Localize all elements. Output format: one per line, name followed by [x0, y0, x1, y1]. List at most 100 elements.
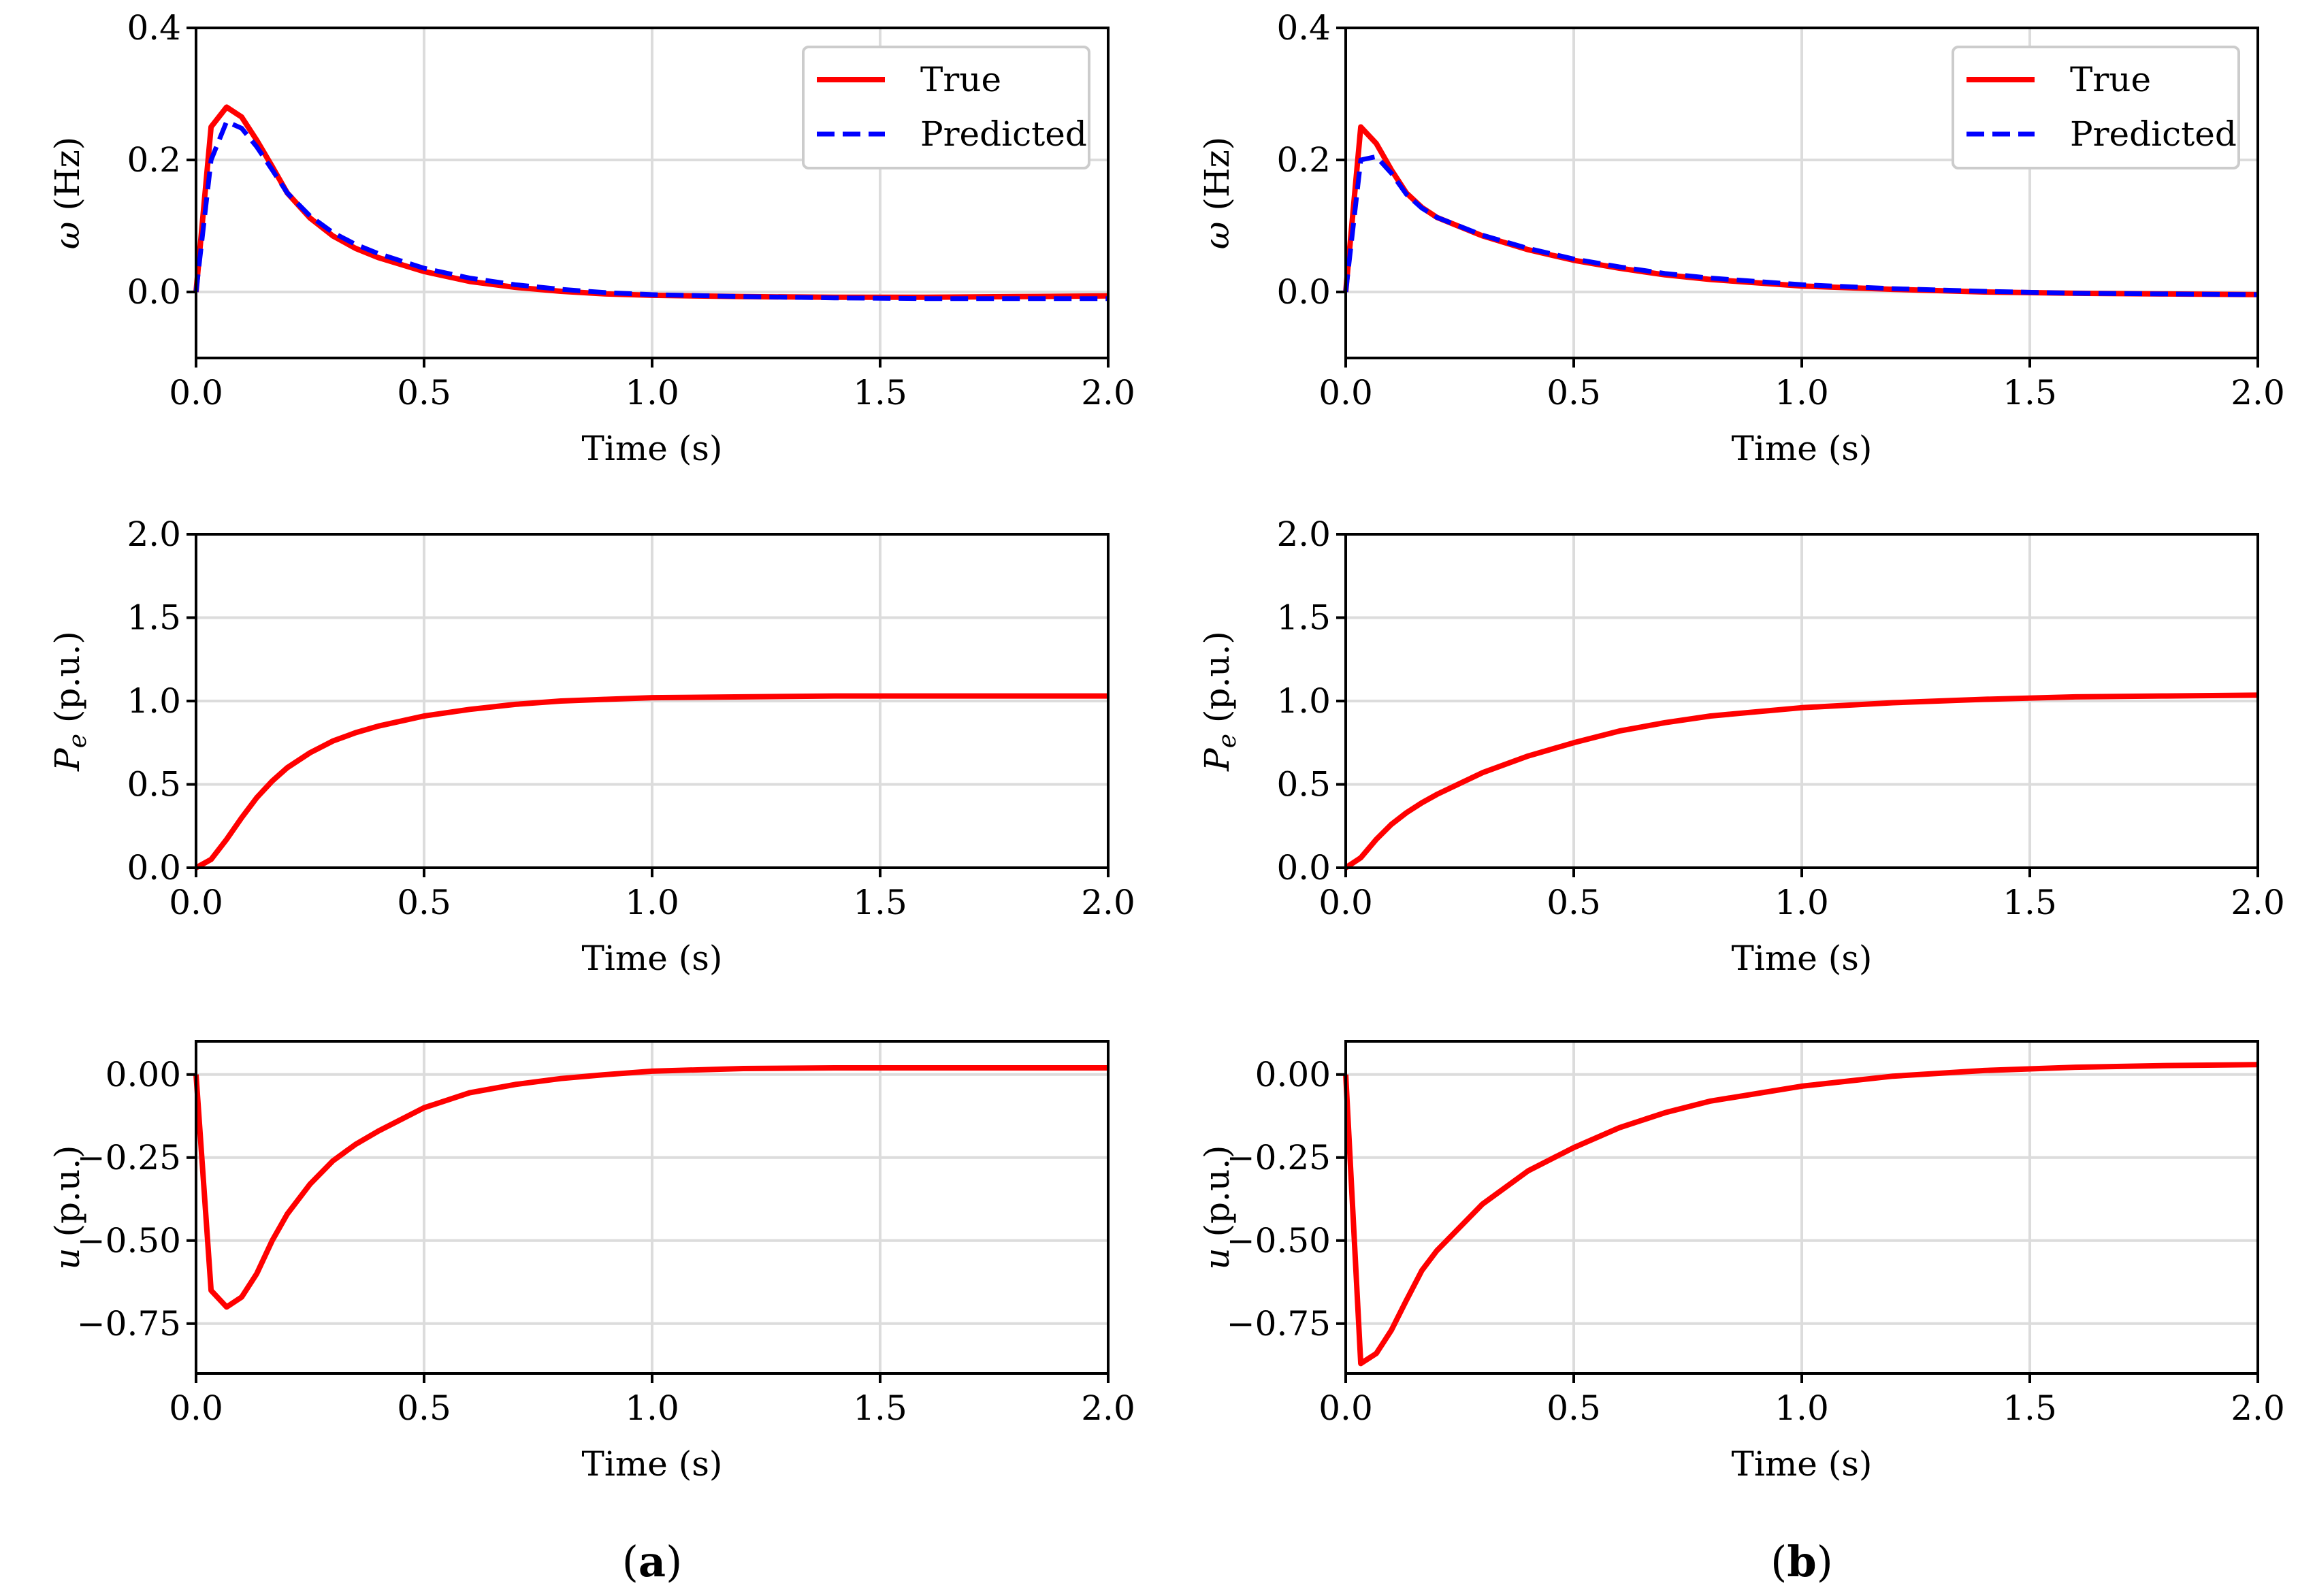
x-axis-label: Time (s): [1732, 1444, 1873, 1484]
panel-label-part: (: [1770, 1537, 1787, 1586]
panel-label-a: (a): [622, 1537, 683, 1586]
x-tick-label: 1.0: [625, 1388, 679, 1428]
y-axis-symbol: ω: [1197, 222, 1237, 250]
chart-a-u: 0.0 0.5 1.0 1.5 2.0 −0.75 −0.50 −0.25 0.00 Time (…: [48, 1040, 1135, 1484]
x-axis-label: Time (s): [1732, 939, 1873, 978]
y-axis-label: u (p.u.): [48, 1145, 87, 1269]
y-tick-label: 0.00: [106, 1055, 181, 1094]
x-tick-label: 1.5: [853, 883, 907, 922]
chart-b-u: 0.0 0.5 1.0 1.5 2.0 −0.75 −0.50 −0.25 0.00 Time (…: [1197, 1040, 2285, 1484]
x-tick-label: 0.5: [397, 883, 451, 922]
y-tick-label: −0.50: [77, 1221, 181, 1260]
series-line-predicted: [1343, 154, 2259, 297]
x-tick-label: 1.5: [853, 1388, 907, 1428]
y-tick-label: 0.0: [127, 272, 181, 312]
y-axis-unit: (Hz): [1197, 137, 1237, 222]
x-tick-label: 1.0: [1775, 1388, 1829, 1428]
series-line-true: [1344, 692, 2259, 870]
y-tick-label: 0.0: [1276, 848, 1331, 887]
x-tick-label: 1.5: [853, 373, 907, 412]
legend-label-true: True: [2070, 60, 2151, 99]
panel-label-part: b: [1787, 1537, 1816, 1586]
y-axis-subscript: e: [64, 734, 92, 748]
panel-label-part: a: [638, 1537, 666, 1586]
series-line-true: [195, 693, 1108, 870]
y-tick-label: 0.2: [127, 140, 181, 180]
x-tick-label: 0.0: [1318, 883, 1373, 922]
y-tick-label: 0.0: [127, 848, 181, 887]
x-tick-label: 2.0: [2231, 883, 2285, 922]
y-tick-label: 1.0: [127, 681, 181, 721]
y-tick-label: 0.4: [1276, 8, 1331, 48]
series-line-true: [193, 104, 1109, 300]
panel-label-part: ): [1817, 1537, 1833, 1586]
legend: True Predicted: [802, 46, 1090, 169]
y-tick-label: −0.75: [77, 1304, 181, 1343]
x-tick-label: 0.0: [169, 883, 223, 922]
y-axis-unit: (p.u.): [1197, 631, 1237, 734]
y-axis-unit: (p.u.): [48, 631, 87, 734]
y-tick-label: 2.0: [127, 515, 181, 554]
panel-label-part: ): [666, 1537, 682, 1586]
legend-label-true: True: [920, 60, 1001, 99]
y-tick-label: 2.0: [1276, 515, 1331, 554]
y-tick-label: 1.5: [1276, 598, 1331, 638]
y-tick-label: 0.2: [1276, 140, 1331, 180]
x-tick-label: 0.5: [1547, 373, 1601, 412]
y-tick-label: 0.5: [1276, 765, 1331, 804]
y-tick-label: 1.5: [127, 598, 181, 638]
y-axis-unit: (Hz): [48, 137, 87, 222]
x-tick-label: 1.0: [1775, 883, 1829, 922]
x-tick-label: 0.5: [1547, 1388, 1601, 1428]
x-tick-label: 0.0: [169, 1388, 223, 1428]
y-axis-symbol: ω: [48, 222, 87, 250]
x-tick-label: 0.5: [397, 373, 451, 412]
x-tick-label: 2.0: [1081, 373, 1135, 412]
series-line-predicted: [193, 119, 1108, 302]
x-tick-label: 2.0: [2231, 373, 2285, 412]
y-axis-label: Pe (p.u.): [1197, 631, 1242, 772]
x-tick-label: 0.0: [1318, 1388, 1373, 1428]
y-tick-label: −0.25: [77, 1138, 181, 1177]
x-axis-label: Time (s): [582, 939, 723, 978]
y-tick-label: 0.0: [1276, 272, 1331, 312]
chart-b-omega: 0.0 0.5 1.0 1.5 2.0 0.0 0.2 0.4 Time (s) ω (Hz) Tr…: [1197, 8, 2285, 468]
x-tick-label: 1.5: [2003, 883, 2057, 922]
y-tick-label: 0.5: [127, 765, 181, 804]
y-tick-label: 0.00: [1255, 1055, 1331, 1094]
panel-label-b: (b): [1770, 1537, 1833, 1586]
chart-b-pe: 0.0 0.5 1.0 1.5 2.0 0.0 0.5 1.0 1.5 2.0 Time (s) Pe…: [1197, 515, 2285, 978]
y-axis-label: Pe (p.u.): [48, 631, 92, 772]
x-tick-label: 1.0: [625, 883, 679, 922]
y-axis-subscript: e: [1214, 734, 1242, 748]
y-axis-symbol: u: [48, 1248, 87, 1269]
x-tick-label: 1.0: [1775, 373, 1829, 412]
y-tick-label: −0.25: [1227, 1138, 1331, 1177]
x-tick-label: 2.0: [1081, 883, 1135, 922]
y-axis-symbol: u: [1197, 1248, 1237, 1269]
y-axis-label: ω (Hz): [48, 137, 87, 250]
x-tick-label: 0.0: [1318, 373, 1373, 412]
chart-a-omega: 0.0 0.5 1.0 1.5 2.0 0.0 0.2 0.4 Time (s) ω (Hz) Tr…: [48, 8, 1135, 468]
legend: True Predicted: [1952, 46, 2240, 169]
x-tick-label: 2.0: [2231, 1388, 2285, 1428]
y-axis-unit: (p.u.): [1197, 1145, 1237, 1248]
x-axis-label: Time (s): [1732, 429, 1873, 468]
x-axis-label: Time (s): [582, 429, 723, 468]
y-axis-label: ω (Hz): [1197, 137, 1237, 250]
x-tick-label: 0.5: [1547, 883, 1601, 922]
y-axis-symbol: P: [48, 747, 87, 772]
legend-label-predicted: Predicted: [920, 114, 1087, 154]
x-tick-label: 0.5: [397, 1388, 451, 1428]
x-tick-label: 2.0: [1081, 1388, 1135, 1428]
y-axis-symbol: P: [1197, 747, 1237, 772]
chart-a-pe: 0.0 0.5 1.0 1.5 2.0 0.0 0.5 1.0 1.5 2.0 Time (s) Pe…: [48, 515, 1135, 978]
panel-label-part: (: [622, 1537, 638, 1586]
y-axis-label: u (p.u.): [1197, 1145, 1237, 1269]
y-tick-label: 0.4: [127, 8, 181, 48]
x-tick-label: 1.5: [2003, 1388, 2057, 1428]
x-tick-label: 1.5: [2003, 373, 2057, 412]
x-tick-label: 1.0: [625, 373, 679, 412]
legend-label-predicted: Predicted: [2070, 114, 2237, 154]
